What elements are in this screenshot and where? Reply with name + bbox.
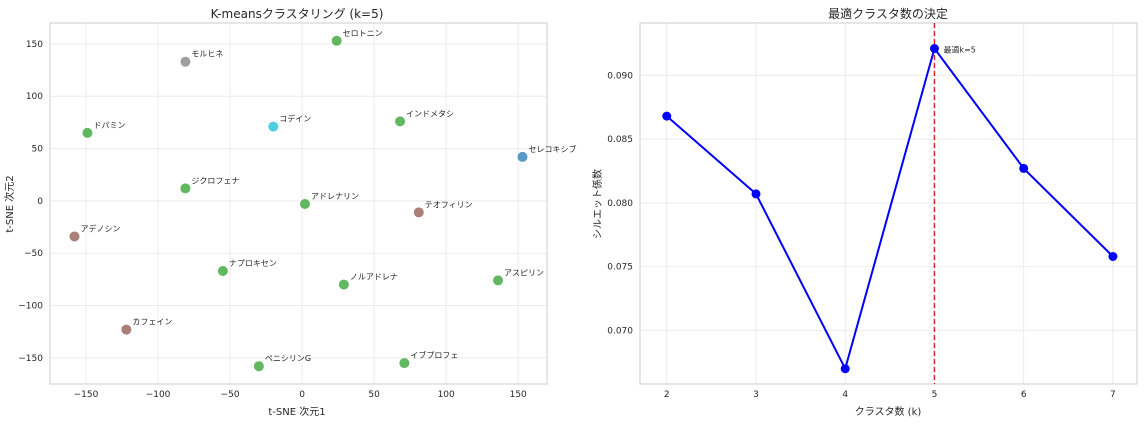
point-label: アスピリン [504,268,544,277]
silhouette-point [929,44,939,54]
scatter-point [82,127,93,138]
x-tick-label: 150 [510,390,527,400]
silhouette-point [662,111,672,121]
y-tick-label: 50 [32,145,44,155]
point-label: ナプロキセン [229,259,277,268]
x-tick-label: 100 [438,390,455,400]
x-tick-label: 6 [1021,390,1027,400]
scatter-point [331,35,342,46]
x-tick-label: 5 [932,390,938,400]
silhouette-series-line [666,46,1114,372]
scatter-point [121,324,132,335]
y-tick-label: 100 [26,92,43,102]
line-frame [639,22,1138,385]
silhouette-point [840,364,850,374]
line-title: 最適クラスタ数の決定 [828,6,948,21]
scatter-point [517,151,528,162]
x-tick-label: −50 [221,390,240,400]
scatter-point [217,265,228,276]
scatter-point [399,358,410,369]
point-label: ノルアドレナ [350,273,398,282]
point-label: ジクロフェナ [191,176,239,185]
y-tick-label: −100 [18,302,43,312]
point-label: イブプロフェ [410,350,458,360]
line-ylabel: シルエット係数 [591,169,604,239]
line-plot-area: 2 3 4 5 6 7 0.070 0.075 0.080 0.085 0.090 最適k=5 [607,22,1138,400]
y-tick-label: 0.085 [607,135,633,145]
point-label: アデノシン [80,223,120,233]
silhouette-point [751,189,761,199]
point-label: カフェイン [132,318,172,327]
scatter-point [268,121,279,132]
silhouette-point [1019,163,1029,173]
x-tick-label: 7 [1110,390,1116,400]
scatter-point [338,279,349,290]
y-tick-label: −50 [24,249,43,259]
scatter-plot-area: −150 −100 −50 0 50 100 150 −150 −100 −50 0 50 100 150… [18,22,577,400]
x-tick-label: 3 [753,390,759,400]
line-xlabel: クラスタ数 (k) [855,405,922,418]
scatter-ylabel: t-SNE 次元2 [3,175,16,232]
x-tick-label: −150 [74,390,99,400]
y-tick-label: 0.080 [607,199,633,209]
scatter-point [69,231,80,242]
scatter-point [493,275,504,286]
point-label: コデイン [279,114,311,124]
scatter-point [180,183,191,194]
x-tick-label: 2 [664,390,670,400]
scatter-xlabel: t-SNE 次元1 [268,405,325,418]
optimal-k-annotation: 最適k=5 [943,45,975,55]
point-label: モルヒネ [191,50,223,59]
point-label: テオフィリン [425,200,473,209]
scatter-point [180,56,191,67]
silhouette-point [1108,251,1118,261]
y-tick-label: 0.090 [607,71,633,81]
scatter-frame [49,22,548,385]
y-tick-label: 0.075 [607,263,633,273]
scatter-point [395,116,406,127]
x-tick-label: −100 [146,390,171,400]
point-label: セロトニン [343,29,383,38]
scatter-point [413,207,424,218]
y-tick-label: 150 [26,40,43,50]
scatter-point [299,199,310,210]
y-tick-label: −150 [18,354,43,364]
point-label: アドレナリン [311,192,359,201]
x-tick-label: 0 [299,390,305,400]
point-label: インドメタシ [406,109,454,118]
scatter-title: K-meansクラスタリング (k=5) [211,7,384,21]
x-tick-label: 4 [842,390,848,400]
scatter-point [253,361,264,372]
y-tick-label: 0.070 [607,326,633,336]
point-label: ドパミン [93,121,125,130]
point-label: セレコキシブ [529,144,577,154]
point-label: ペニシリンG [265,354,311,363]
y-tick-label: 0 [37,197,43,207]
x-tick-label: 50 [368,390,380,400]
